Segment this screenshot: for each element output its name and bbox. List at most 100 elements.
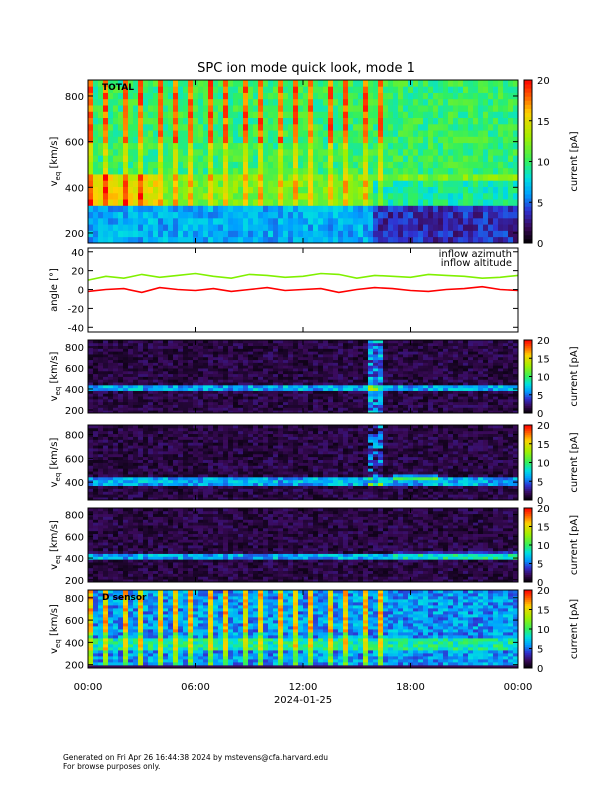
spectrogram-cell	[453, 385, 458, 388]
spectrogram-cell	[413, 105, 418, 112]
spectrogram-cell	[473, 130, 478, 137]
spectrogram-cell	[98, 405, 103, 408]
spectrogram-cell	[128, 391, 133, 394]
spectrogram-cell	[148, 379, 153, 382]
spectrogram-cell	[388, 396, 393, 399]
spectrogram-cell	[423, 99, 428, 106]
spectrogram-cell	[368, 348, 373, 351]
spectrogram-cell	[93, 365, 98, 368]
spectrogram-cell	[398, 382, 403, 385]
spectrogram-cell	[153, 343, 158, 346]
spectrogram-cell	[138, 224, 143, 231]
spectrogram-cell	[168, 348, 173, 351]
spectrogram-cell	[203, 149, 208, 156]
spectrogram-cell	[128, 382, 133, 385]
spectrogram-cell	[268, 105, 273, 112]
spectrogram-cell	[303, 407, 308, 410]
spectrogram-cell	[498, 193, 503, 200]
spectrogram-cell	[408, 385, 413, 388]
spectrogram-cell	[423, 136, 428, 143]
spectrogram-cell	[428, 385, 433, 388]
spectrogram-cell	[208, 205, 213, 212]
spectrogram-cell	[233, 199, 238, 206]
spectrogram-cell	[438, 402, 443, 405]
spectrogram-cell	[363, 80, 368, 87]
spectrogram-cell	[348, 368, 353, 371]
spectrogram-cell	[483, 346, 488, 349]
spectrogram-cell	[223, 379, 228, 382]
spectrogram-cell	[408, 105, 413, 112]
spectrogram-cell	[403, 346, 408, 349]
spectrogram-cell	[428, 396, 433, 399]
spectrogram-cell	[93, 360, 98, 363]
spectrogram-cell	[403, 365, 408, 368]
spectrogram-cell	[503, 348, 508, 351]
spectrogram-cell	[268, 377, 273, 380]
spectrogram-cell	[343, 224, 348, 231]
spectrogram-cell	[183, 80, 188, 87]
spectrogram-cell	[433, 374, 438, 377]
spectrogram-cell	[243, 379, 248, 382]
spectrogram-cell	[498, 354, 503, 357]
spectrogram-cell	[478, 348, 483, 351]
spectrogram-cell	[293, 180, 298, 187]
spectrogram-cell	[468, 180, 473, 187]
spectrogram-cell	[138, 237, 143, 244]
spectrogram-cell	[503, 180, 508, 187]
spectrogram-cell	[368, 193, 373, 200]
spectrogram-cell	[103, 218, 108, 225]
spectrogram-cell	[288, 237, 293, 244]
spectrogram-cell	[443, 168, 448, 175]
spectrogram-cell	[358, 393, 363, 396]
spectrogram-cell	[453, 379, 458, 382]
spectrogram-cell	[328, 130, 333, 137]
spectrogram-cell	[98, 457, 103, 460]
spectrogram-cell	[108, 377, 113, 380]
spectrogram-cell	[223, 237, 228, 244]
spectrogram-cell	[368, 399, 373, 402]
spectrogram-cell	[143, 354, 148, 357]
spectrogram-cell	[213, 187, 218, 194]
spectrogram-cell	[483, 180, 488, 187]
spectrogram-cell	[373, 218, 378, 225]
spectrogram-cell	[138, 494, 143, 497]
spectrogram-cell	[93, 368, 98, 371]
spectrogram-cell	[243, 149, 248, 156]
spectrogram-cell	[323, 399, 328, 402]
spectrogram-cell	[388, 371, 393, 374]
spectrogram-cell	[443, 362, 448, 365]
spectrogram-cell	[138, 93, 143, 100]
spectrogram-cell	[318, 124, 323, 131]
spectrogram-cell	[378, 80, 383, 87]
spectrogram-cell	[258, 80, 263, 87]
spectrogram-cell	[493, 348, 498, 351]
spectrogram-cell	[173, 230, 178, 237]
spectrogram-cell	[378, 371, 383, 374]
spectrogram-cell	[293, 155, 298, 162]
spectrogram-cell	[508, 86, 513, 93]
spectrogram-cell	[133, 491, 138, 494]
spectrogram-cell	[408, 193, 413, 200]
spectrogram-cell	[408, 402, 413, 405]
spectrogram-cell	[228, 224, 233, 231]
spectrogram-cell	[498, 136, 503, 143]
spectrogram-cell	[483, 143, 488, 150]
spectrogram-cell	[188, 379, 193, 382]
spectrogram-cell	[283, 377, 288, 380]
spectrogram-cell	[108, 468, 113, 471]
spectrogram-cell	[328, 346, 333, 349]
spectrogram-cell	[228, 346, 233, 349]
spectrogram-cell	[178, 130, 183, 137]
spectrogram-cell	[148, 360, 153, 363]
spectrogram-cell	[388, 237, 393, 244]
spectrogram-cell	[348, 111, 353, 118]
spectrogram-cell	[208, 402, 213, 405]
spectrogram-cell	[348, 405, 353, 408]
spectrogram-cell	[128, 388, 133, 391]
colorbar-cell	[524, 231, 532, 235]
spectrogram-cell	[458, 365, 463, 368]
spectrogram-cell	[168, 393, 173, 396]
spectrogram-cell	[383, 368, 388, 371]
spectrogram-cell	[418, 162, 423, 169]
spectrogram-cell	[128, 224, 133, 231]
